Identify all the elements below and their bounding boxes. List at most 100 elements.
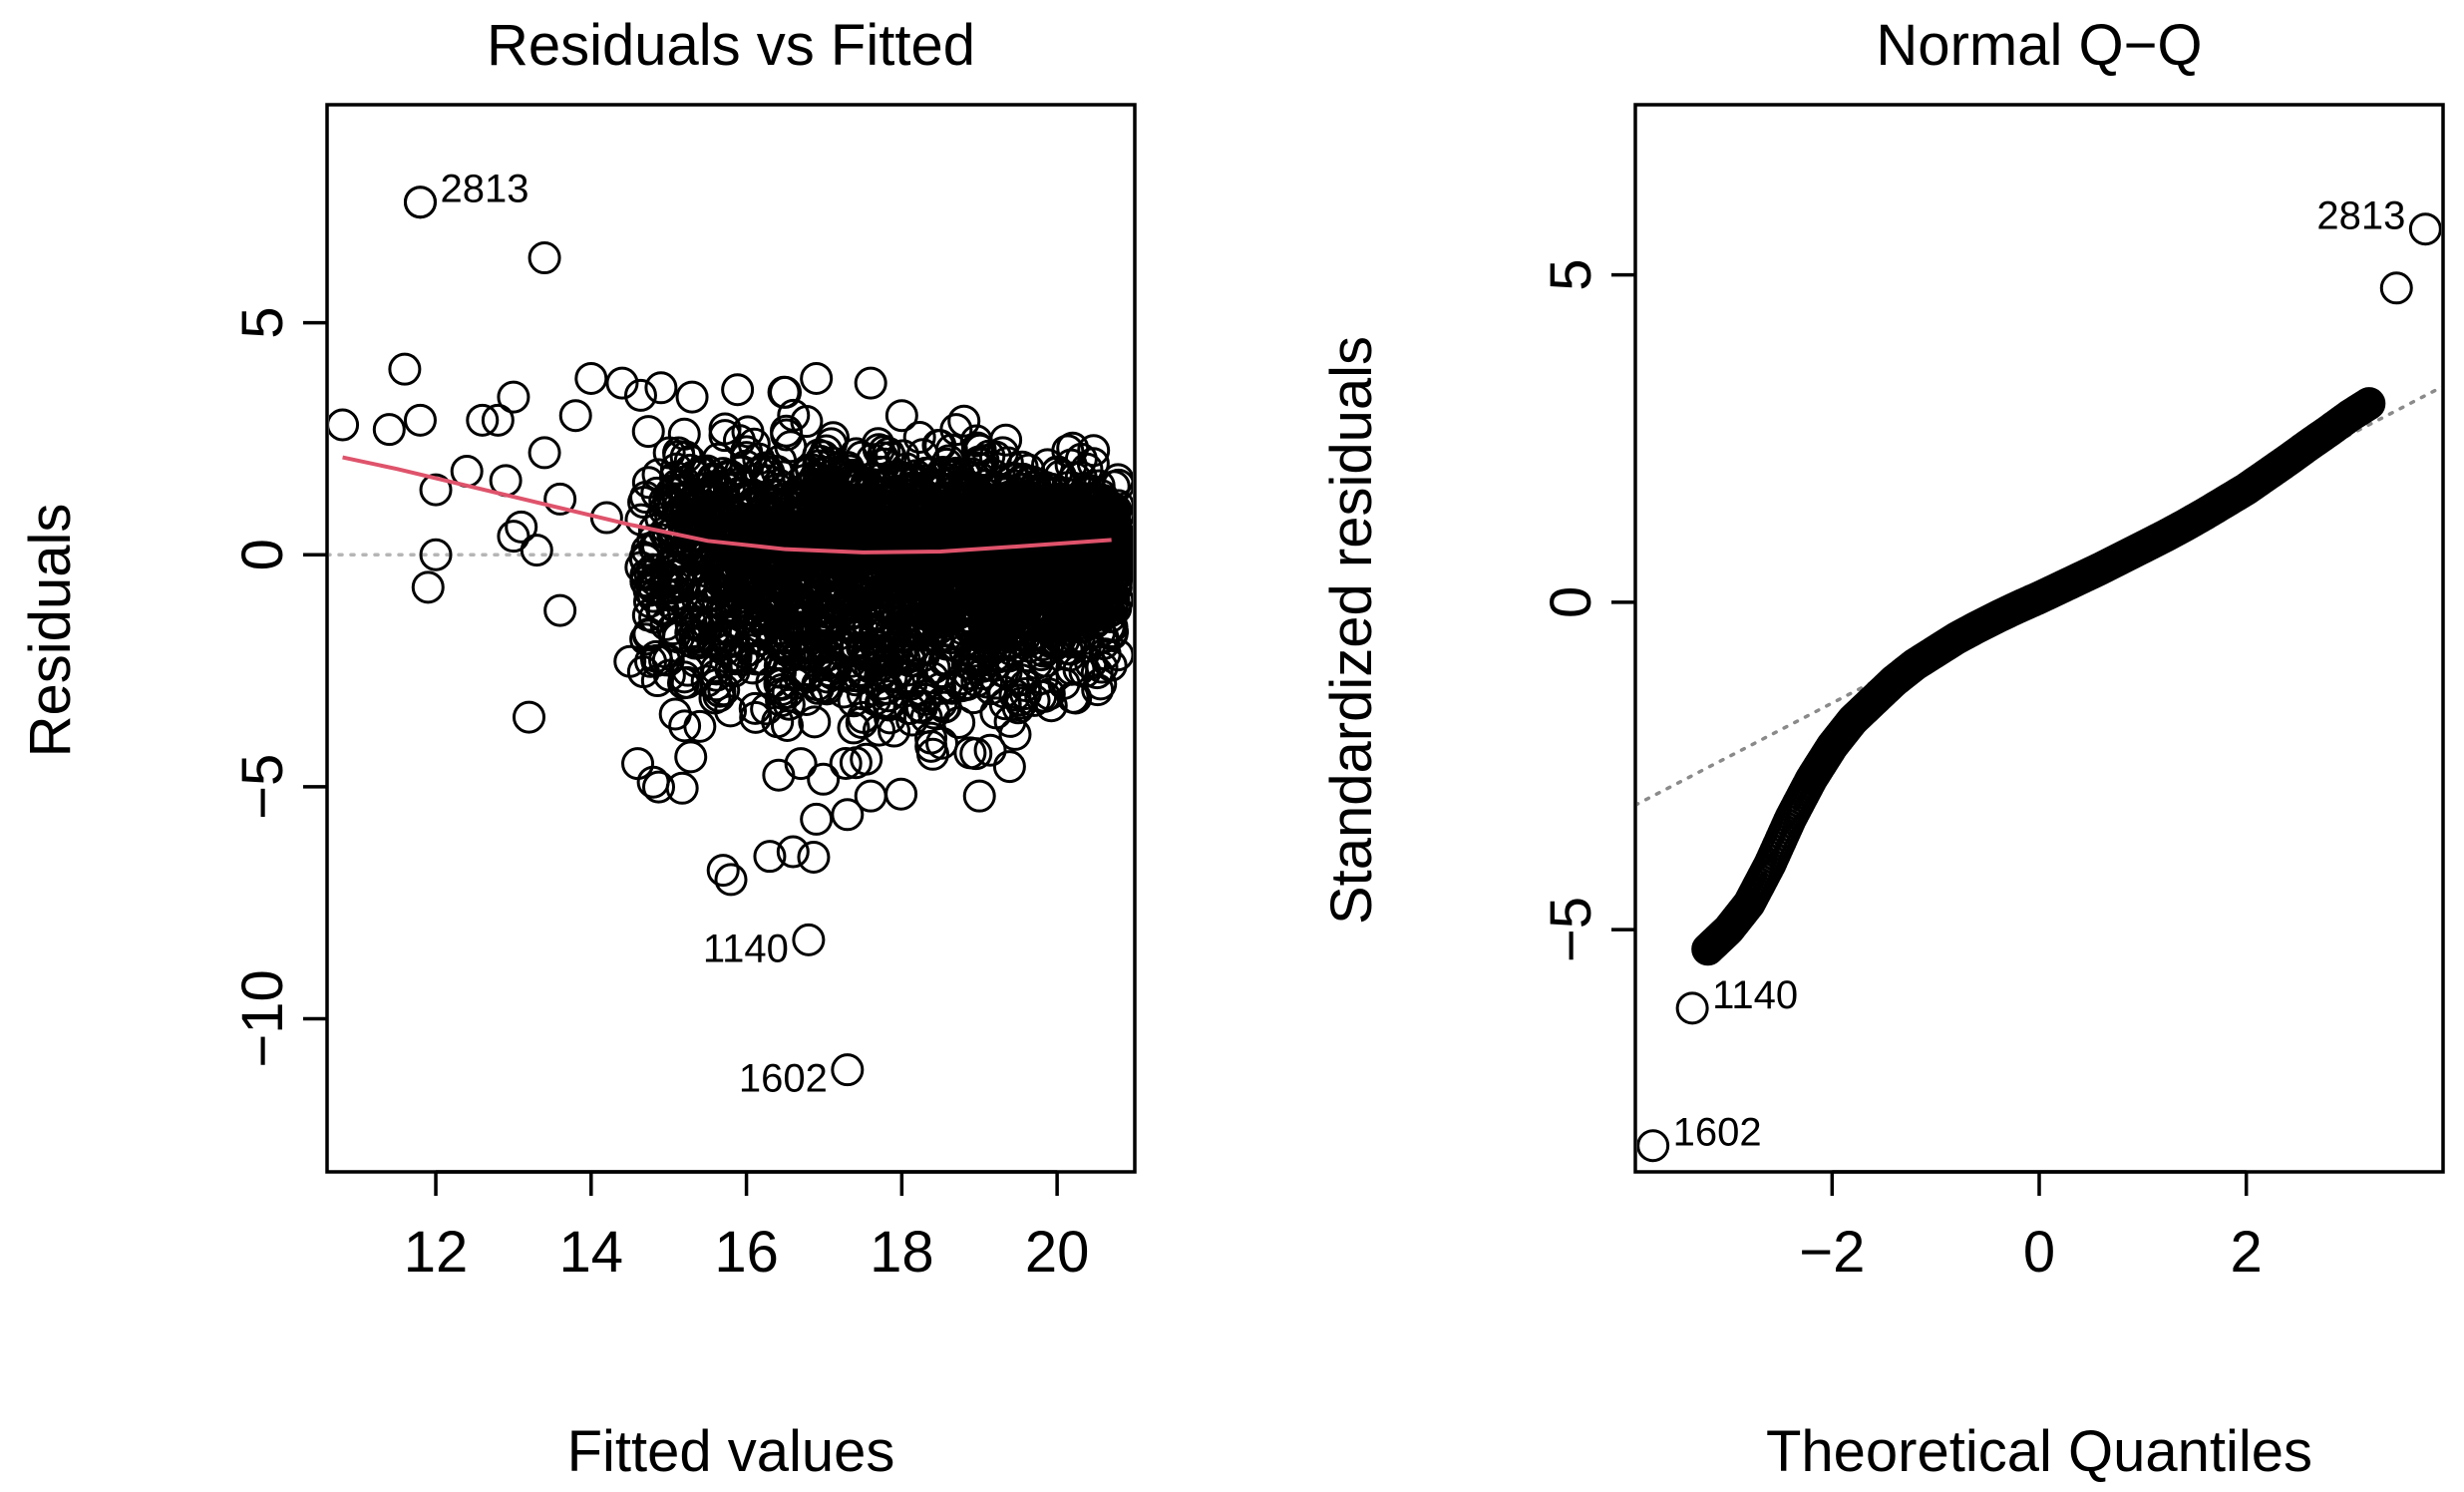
y-tick-label: 0 — [1539, 586, 1603, 618]
data-point — [785, 511, 819, 545]
data-point — [1081, 673, 1115, 707]
data-point — [667, 417, 701, 451]
data-point — [698, 612, 732, 646]
data-point — [908, 464, 942, 498]
data-point — [798, 705, 832, 739]
data-point — [1008, 668, 1042, 702]
data-point — [777, 398, 811, 432]
data-point — [388, 352, 422, 386]
data-point — [989, 423, 1023, 457]
data-point — [792, 630, 826, 664]
qq-point — [2379, 271, 2413, 305]
data-point — [1079, 574, 1113, 608]
data-point — [638, 531, 672, 564]
data-point — [691, 607, 725, 641]
outlier-point — [403, 186, 437, 219]
normal-qq-panel: Normal Q−Q Theoretical Quantiles Standar… — [1319, 13, 2445, 1484]
data-point — [978, 440, 1012, 474]
data-point — [875, 660, 908, 694]
data-point — [925, 522, 959, 556]
y-axis-label: Standardized residuals — [1319, 336, 1384, 925]
x-tick-label: 2 — [2231, 1220, 2263, 1285]
data-point — [543, 482, 577, 516]
data-point — [823, 565, 857, 599]
data-point — [780, 530, 814, 563]
data-point — [993, 501, 1027, 535]
outlier-point — [792, 923, 826, 956]
data-point — [558, 399, 592, 433]
data-point — [975, 573, 1009, 607]
data-point — [807, 478, 841, 512]
data-point — [670, 665, 704, 699]
data-point — [636, 579, 670, 613]
data-point — [979, 696, 1013, 730]
data-point — [372, 413, 406, 447]
data-point — [973, 733, 1007, 767]
data-point — [986, 436, 1020, 470]
data-point — [624, 503, 658, 537]
y-tick-label: 5 — [230, 307, 295, 339]
data-point — [1025, 487, 1059, 521]
data-point — [690, 595, 724, 629]
data-point — [884, 777, 918, 811]
data-point — [1001, 691, 1035, 725]
data-point — [750, 692, 784, 726]
data-point — [815, 603, 849, 637]
data-point — [1040, 626, 1074, 660]
outlier-label: 1602 — [1673, 1111, 1762, 1155]
data-point — [730, 441, 764, 475]
data-point — [889, 452, 923, 486]
data-point — [497, 520, 530, 554]
data-point — [829, 746, 863, 780]
data-point — [543, 593, 577, 627]
data-point — [714, 863, 748, 897]
data-point — [671, 653, 705, 687]
data-point — [878, 714, 911, 748]
data-point — [713, 614, 747, 648]
data-point — [661, 539, 695, 572]
data-point — [497, 380, 530, 414]
x-axis-label: Theoretical Quantiles — [1766, 1419, 2312, 1484]
x-tick-label: 12 — [404, 1220, 469, 1285]
data-point — [739, 700, 773, 734]
data-point — [1087, 626, 1121, 660]
data-point — [753, 840, 787, 874]
data-point — [949, 499, 983, 533]
outlier-label: 2813 — [2316, 194, 2405, 238]
data-point — [1034, 689, 1068, 723]
data-point — [411, 570, 445, 604]
data-point — [1056, 680, 1090, 714]
data-point — [605, 366, 639, 400]
data-point — [629, 622, 663, 656]
data-point — [329, 408, 360, 442]
data-point — [928, 690, 962, 724]
data-point — [690, 512, 724, 546]
data-point — [913, 471, 947, 505]
data-point — [953, 736, 987, 770]
data-point — [862, 713, 895, 747]
data-point — [589, 501, 623, 535]
x-axis-label: Fitted values — [567, 1419, 895, 1484]
data-point — [707, 673, 741, 707]
data-point — [628, 541, 662, 574]
data-point — [1048, 515, 1082, 549]
data-point — [481, 403, 515, 437]
x-tick-label: −2 — [1799, 1220, 1865, 1285]
data-point — [1015, 507, 1049, 541]
data-point — [800, 361, 834, 395]
data-point — [954, 552, 988, 585]
data-point — [988, 687, 1022, 721]
data-point — [674, 740, 708, 774]
outlier-label: 1140 — [1712, 973, 1798, 1017]
smoother-line — [342, 455, 1112, 555]
data-point — [762, 758, 796, 792]
data-point — [807, 762, 841, 796]
data-point — [642, 770, 676, 804]
data-point — [772, 687, 806, 721]
data-point — [528, 436, 561, 470]
data-point — [850, 585, 883, 619]
data-point — [935, 466, 969, 500]
data-point — [774, 609, 808, 643]
data-point — [776, 835, 810, 869]
